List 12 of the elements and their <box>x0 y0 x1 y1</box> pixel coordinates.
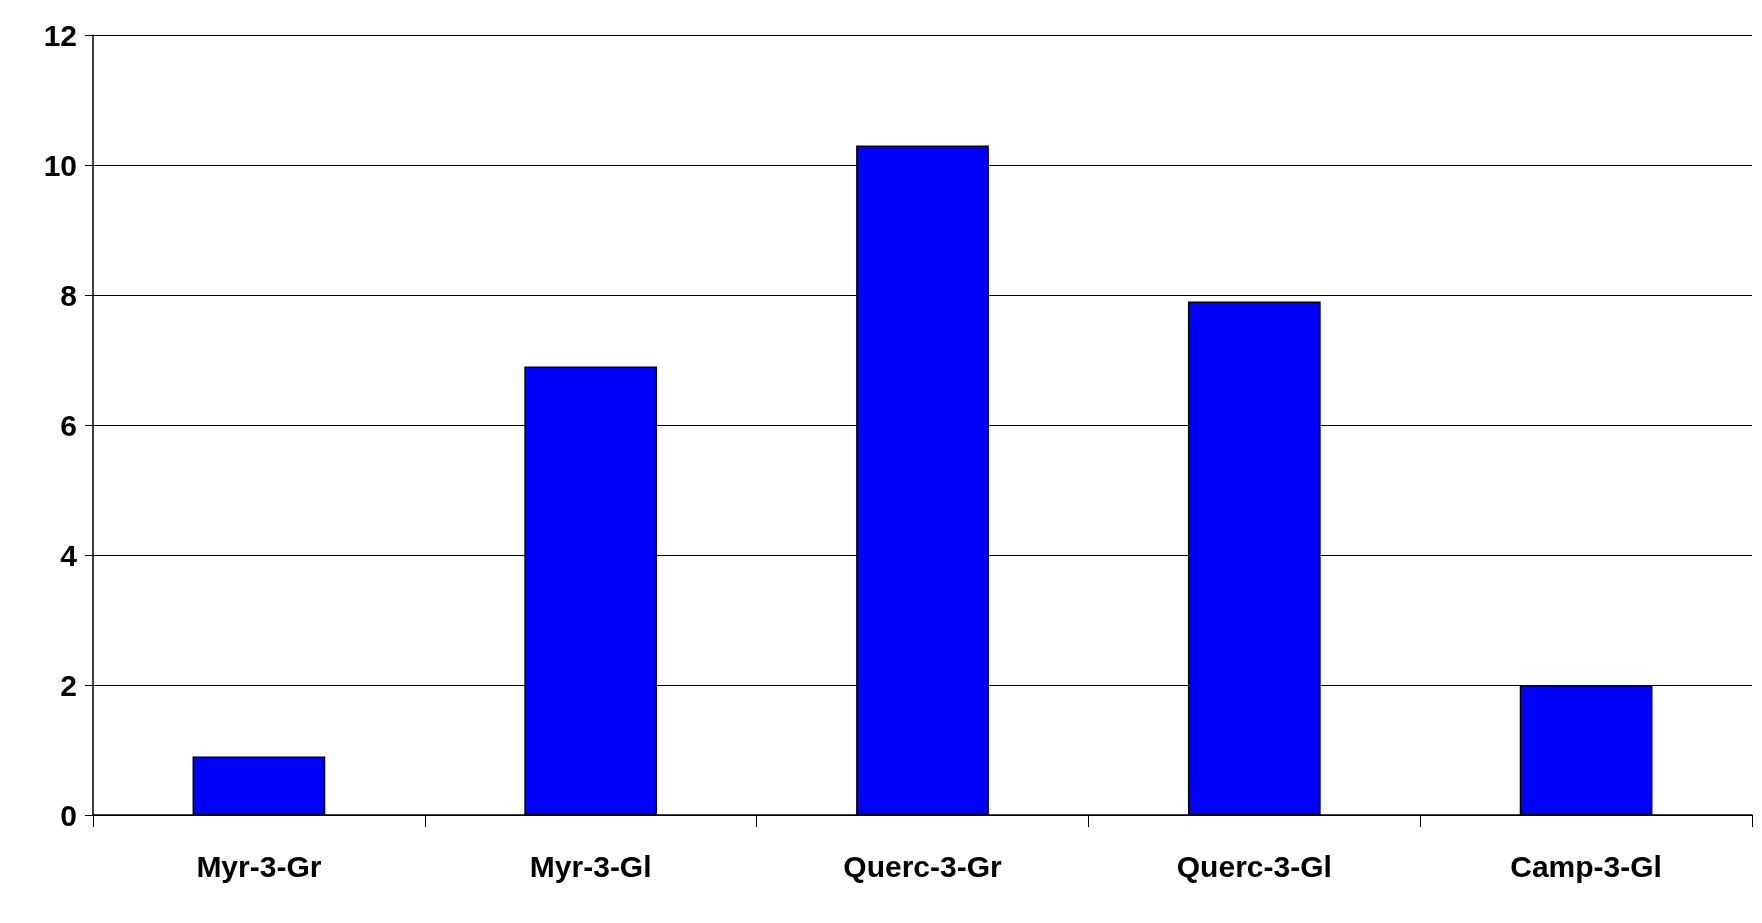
y-tick-label: 10 <box>43 148 77 182</box>
y-tick-label: 2 <box>60 668 77 702</box>
x-tick-label: Myr-3-Gr <box>196 849 322 883</box>
x-tick-label: Querc-3-Gl <box>1176 849 1332 883</box>
y-tick-label: 4 <box>60 538 78 572</box>
x-tick-label: Myr-3-Gl <box>529 849 652 883</box>
x-tick-label: Querc-3-Gr <box>843 849 1003 883</box>
y-tick-label: 0 <box>60 798 77 832</box>
x-tick-label: Camp-3-Gl <box>1510 849 1662 883</box>
y-tick-label: 6 <box>60 408 77 442</box>
y-tick-label: 12 <box>43 18 77 52</box>
y-tick-label: 8 <box>60 278 77 312</box>
